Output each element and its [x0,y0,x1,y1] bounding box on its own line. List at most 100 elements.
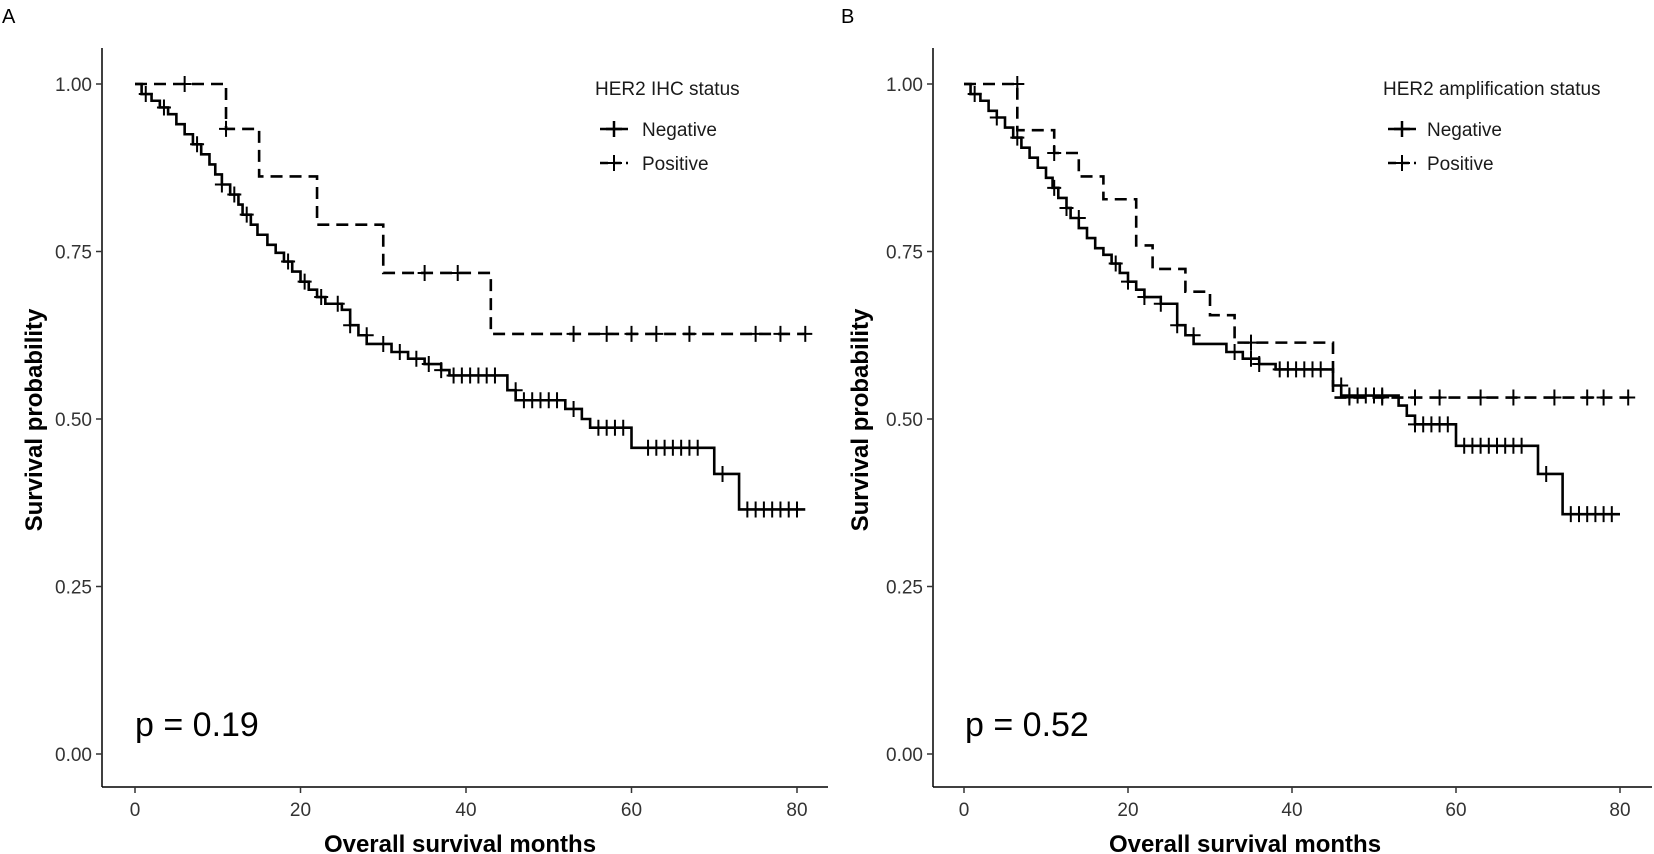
panel-a-censor-marks [138,76,813,518]
censor-mark-negative [281,253,296,270]
x-tick-label: 0 [130,800,141,821]
censor-mark-negative [1539,465,1554,482]
censor-mark-positive [682,325,697,342]
panel-b-axes: 0.00 0.25 0.50 0.75 1.00 0 20 40 60 80 [886,48,1652,821]
panel-b-legend-positive-label: Positive [1427,154,1494,175]
x-tick-label: 80 [1609,800,1630,821]
censor-mark-negative [1186,327,1201,344]
censor-mark-negative [1170,317,1185,334]
y-tick-label: 1.00 [886,75,923,96]
panel-a-legend-positive: Positive [600,154,709,175]
censor-mark-negative [1059,199,1074,216]
censor-mark-negative [1047,179,1062,196]
censor-mark-negative [434,362,449,379]
censor-mark-positive [1473,389,1488,406]
x-tick-label: 40 [1281,800,1302,821]
censor-mark-positive [177,76,192,92]
censor-mark-negative [1121,273,1135,290]
censor-mark-negative [967,86,982,103]
censor-mark-negative [1010,129,1025,146]
censor-mark-negative [715,465,730,482]
censor-mark-positive [1547,389,1562,406]
censor-mark-positive [1580,389,1595,406]
censor-mark-positive [219,120,234,137]
censor-mark-negative [1334,377,1349,394]
censor-mark-negative [487,367,502,384]
censor-mark-positive [1010,76,1025,92]
censor-mark-positive [1432,389,1447,406]
panel-b-legend-negative: Negative [1388,120,1502,141]
censor-mark-positive [1244,334,1258,351]
censor-mark-negative [1252,356,1267,373]
censor-mark-positive [599,325,614,342]
censor-mark-negative [156,99,171,116]
panel-a-legend-negative: Negative [600,120,717,141]
y-tick-label: 0.75 [886,243,923,264]
censor-mark-positive [417,264,432,281]
censor-mark-negative [1227,344,1242,360]
legend-censor-mark [1394,121,1410,137]
y-tick-label: 0.75 [55,243,92,264]
censor-mark-positive [624,325,639,342]
censor-mark-negative [227,186,242,203]
censor-mark-negative [421,356,436,373]
censor-mark-positive [798,325,813,342]
censor-mark-negative [1313,361,1328,378]
km-curve-negative [964,82,1620,516]
y-tick-label: 0.50 [55,410,92,431]
panel-b-legend-positive: Positive [1388,154,1494,175]
censor-mark-negative [790,501,804,518]
censor-mark-positive [1375,389,1390,406]
panel-a-legend-positive-label: Positive [642,154,709,175]
legend-censor-mark [1394,155,1410,171]
censor-mark-negative [330,295,345,312]
censor-mark-positive [1408,389,1422,406]
km-curve-negative [135,82,806,511]
censor-mark-negative [190,136,205,153]
panel-a-letter: A [2,6,16,28]
x-tick-label: 60 [621,800,642,821]
censor-mark-negative [1244,350,1258,367]
legend-censor-mark [606,155,622,171]
legend-censor-mark [606,121,622,137]
panel-a-legend-negative-label: Negative [642,120,717,141]
censor-mark-negative [508,382,523,399]
panel-b-legend-negative-label: Negative [1427,120,1502,141]
panel-a-x-axis-title: Overall survival months [324,831,596,854]
censor-mark-positive [1506,389,1521,406]
panel-a-curves [135,82,806,511]
x-tick-label: 60 [1445,800,1466,821]
panel-b-curves [964,82,1629,516]
censor-mark-positive [566,325,581,342]
censor-mark-positive [1596,389,1611,406]
censor-mark-negative [1071,210,1086,226]
censor-mark-positive [1621,389,1636,406]
y-tick-label: 0.25 [55,578,92,599]
censor-mark-negative [1137,289,1152,306]
censor-mark-negative [989,109,1004,126]
censor-mark-positive [450,264,465,281]
censor-mark-negative [550,392,565,409]
censor-mark-negative [138,86,153,103]
censor-mark-negative [297,273,312,290]
y-tick-label: 0.50 [886,410,923,431]
panel-b-censor-marks [967,76,1636,523]
panel-b-x-axis-title: Overall survival months [1109,831,1381,854]
censor-mark-positive [649,325,664,342]
censor-mark-negative [392,344,407,360]
km-curve-positive [964,82,1629,399]
y-tick-label: 0.00 [55,745,92,766]
censor-mark-positive [748,325,763,342]
censor-mark-positive [1342,389,1357,406]
censor-mark-negative [1108,255,1123,272]
censor-mark-negative [343,317,358,334]
censor-mark-negative [1440,416,1455,433]
x-tick-label: 80 [786,800,807,821]
censor-mark-negative [239,206,254,223]
censor-mark-negative [690,439,705,456]
censor-mark-negative [409,350,424,367]
panel-a-axes: 0.00 0.25 0.50 0.75 1.00 0 20 40 60 80 [55,48,828,821]
panel-b-p-value: p = 0.52 [965,706,1089,744]
censor-mark-positive [1047,145,1062,162]
